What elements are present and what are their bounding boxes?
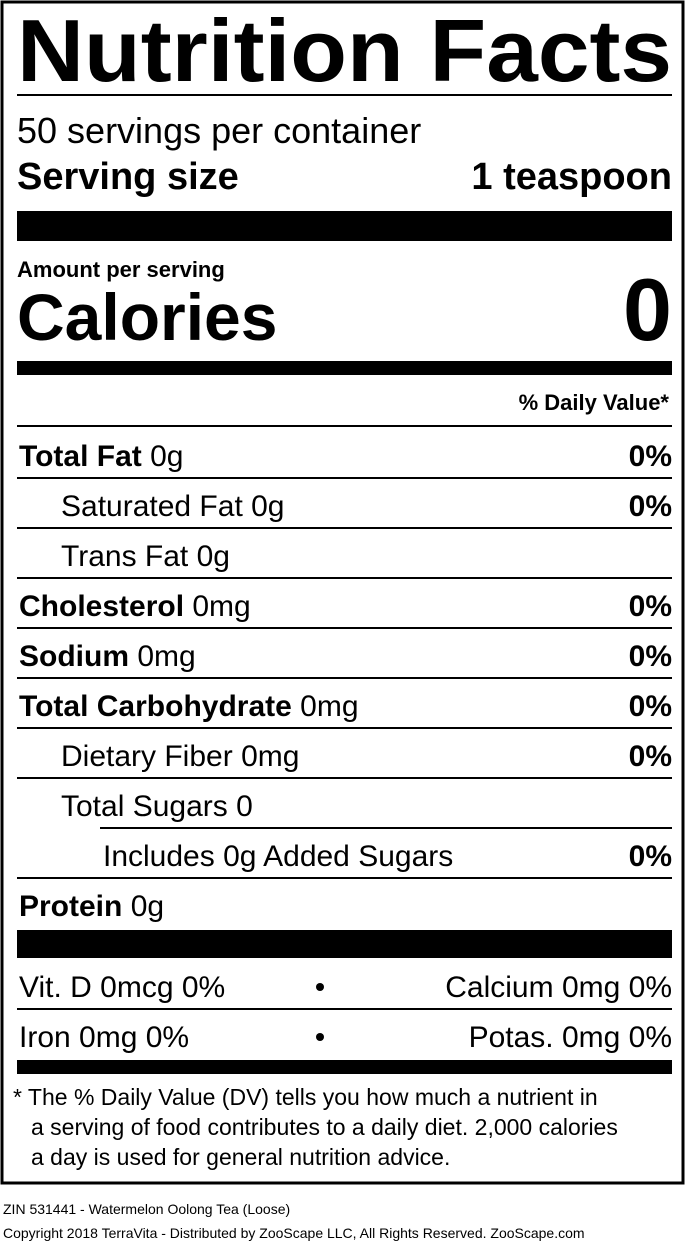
nutrient-amount: 0g	[131, 890, 164, 923]
nutrient-dv: 0%	[629, 740, 672, 773]
nutrient-amount: 0	[236, 790, 253, 823]
calories-value: 0	[623, 260, 672, 359]
nutrient: Trans Fat 0g	[61, 540, 230, 573]
vitamin: Iron 0mg 0%	[19, 1021, 189, 1054]
label-border	[0, 0, 685, 1185]
nutrient-amount: 0g	[251, 490, 284, 523]
rule	[17, 727, 672, 729]
title: Nutrition Facts	[17, 1, 672, 100]
footer-line: Copyright 2018 TerraVita - Distributed b…	[3, 1225, 585, 1241]
nutrient-amount: 0mg	[137, 640, 195, 673]
nutrient-name: Protein	[19, 890, 122, 923]
serving-size-value: 1 teaspoon	[471, 156, 672, 198]
nutrient: Total Fat 0g	[19, 440, 184, 473]
nutrient: Total Carbohydrate 0mg	[19, 690, 359, 723]
nutrient-dv: 0%	[629, 840, 672, 873]
footer: ZIN 531441 - Watermelon Oolong Tea (Loos…	[3, 1201, 585, 1241]
nutrient-amount: 0g	[197, 540, 230, 573]
thick-bar	[17, 930, 672, 958]
nutrient-amount: 0mg	[192, 590, 250, 623]
nutrient-name: Total Carbohydrate	[19, 690, 292, 723]
nutrient: Cholesterol 0mg	[19, 590, 251, 623]
nutrient-dv: 0%	[629, 590, 672, 623]
bullet	[316, 983, 324, 991]
nutrient-dv: 0%	[629, 490, 672, 523]
nutrient-name: Total Fat	[19, 440, 142, 473]
nutrient-rows: Total Fat 0g 0% Saturated Fat 0g 0% Trans Fa…	[17, 440, 672, 923]
servings: 50 servings per container	[17, 110, 421, 151]
nutrient: Protein 0g	[19, 890, 164, 923]
rule	[17, 577, 672, 579]
rule	[17, 94, 672, 96]
daily-value-header: % Daily Value*	[519, 390, 670, 415]
serving-size-label: Serving size	[17, 156, 239, 198]
nutrient-dv: 0%	[629, 440, 672, 473]
nutrient-name: Includes 0g Added Sugars	[103, 840, 453, 873]
nutrient-name: Saturated Fat	[61, 490, 243, 523]
calories-label: Calories	[17, 280, 277, 354]
nutrient: Total Sugars 0	[61, 790, 253, 823]
vitamin: Potas. 0mg 0%	[469, 1021, 672, 1054]
nutrient: Saturated Fat 0g	[61, 490, 285, 523]
nutrient-name: Cholesterol	[19, 590, 184, 623]
rule	[17, 777, 672, 779]
rule	[17, 677, 672, 679]
nutrient-amount: 0mg	[300, 690, 358, 723]
rule	[17, 877, 672, 879]
nutrient-dv: 0%	[629, 690, 672, 723]
amount-label: Amount per serving	[17, 257, 225, 282]
thick-bar	[17, 361, 672, 375]
rule	[100, 827, 672, 829]
vitamin-rows: Vit. D 0mcg 0% Calcium 0mg 0% Iron 0mg 0% P…	[17, 971, 672, 1054]
vitamin: Vit. D 0mcg 0%	[19, 971, 225, 1004]
footnote-line: * The % Daily Value (DV) tells you how m…	[13, 1084, 598, 1110]
footnote-line: a day is used for general nutrition advi…	[31, 1144, 450, 1170]
rule	[17, 527, 672, 529]
nutrient-name: Dietary Fiber	[61, 740, 233, 773]
nutrient-name: Total Sugars	[61, 790, 228, 823]
thick-bar	[17, 1060, 672, 1074]
vitamin: Calcium 0mg 0%	[445, 971, 672, 1004]
nutrient-dv: 0%	[629, 640, 672, 673]
footnote: * The % Daily Value (DV) tells you how m…	[13, 1084, 618, 1170]
nutrient: Sodium 0mg	[19, 640, 196, 673]
nutrient: Dietary Fiber 0mg	[61, 740, 299, 773]
rule	[17, 477, 672, 479]
nutrient-amount: 0mg	[241, 740, 299, 773]
rule	[17, 425, 672, 427]
nutrient: Includes 0g Added Sugars	[103, 840, 453, 873]
rule	[17, 1008, 672, 1010]
bullet	[316, 1033, 324, 1041]
footer-line: ZIN 531441 - Watermelon Oolong Tea (Loos…	[3, 1201, 290, 1217]
thick-bar	[17, 211, 672, 241]
nutrient-name: Trans Fat	[61, 540, 189, 573]
rule	[17, 627, 672, 629]
nutrient-name: Sodium	[19, 640, 129, 673]
nutrient-amount: 0g	[150, 440, 183, 473]
footnote-line: a serving of food contributes to a daily…	[31, 1114, 618, 1140]
